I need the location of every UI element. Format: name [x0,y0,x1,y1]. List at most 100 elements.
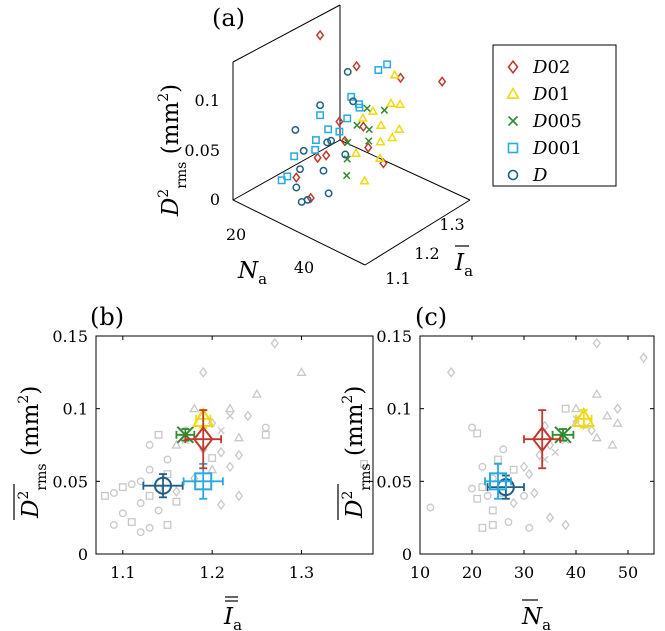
panel-a-point-d01 [394,99,406,109]
panel-c-xtick-label: 40 [566,563,586,582]
panel-a-point-d [316,101,325,110]
panel-c-grey-point [468,423,476,432]
panel-b-marks [100,337,369,537]
panel-a-point-d005 [363,104,371,113]
panel-a-point-d01 [394,123,405,133]
panel-b-grey-point [189,403,200,413]
panel-a-point-d01 [359,175,370,185]
panel-c-mean-d01 [572,407,596,428]
panel-b-grey-point [154,430,163,439]
legend-box [492,44,617,187]
panel-c-mean-d02 [531,425,553,453]
panel-c-grey-point [473,494,482,503]
panel-b-ytick-label: 0.15 [52,327,88,346]
panel-b-mean-d02 [192,425,214,453]
panel-a-point-d005 [343,138,352,147]
panel-c-grey-point [561,519,570,531]
panel-a-point-d [299,146,308,155]
panel-c-grey-point [551,448,559,457]
panel-b-ylabel: D2rms (mm2) [13,386,50,520]
legend-marker-d [507,169,519,181]
panel-c-ylabel: D2rms (mm2) [337,386,374,520]
panel-c-ytick-label: 0.15 [376,327,412,346]
panel-a-point-d [296,165,304,174]
legend-label-d: D [532,165,548,186]
panel-c-grey-point [602,410,613,420]
panel-c-grey-point [468,484,476,493]
panel-b-grey-point [360,459,369,468]
panel-c-ytick-label: 0.05 [376,472,412,491]
panel-b-grey-point [136,499,145,508]
panel-b-xtick-label: 1.1 [110,563,135,582]
panel-b-grey-point [145,523,154,532]
panel-a-point-d [324,189,333,198]
panel-b-grey-point [171,439,182,449]
panel-b-mean-d [154,476,173,495]
panel-c-xtick-label: 50 [618,563,638,582]
panel-a-point-d001 [277,176,286,185]
panel-c-axes-box [419,335,655,555]
panel-a-point-d [343,67,352,76]
panel-b-grey-point [136,528,145,537]
panel-a-xtick-1: 40 [294,258,314,277]
panel-b-grey-point [109,520,118,529]
panel-a-point-d005 [364,137,373,145]
panel-c-grey-point [488,506,497,515]
panel-b-grey-point [243,410,253,422]
svg-text:D2rms (mm2): D2rms (mm2) [340,386,374,519]
panel-a-point-d02 [364,142,373,153]
panel-b-grey-point [127,518,136,526]
panel-c-grey-point [591,388,602,398]
panel-b-xtick-label: 1.2 [199,563,224,582]
panel-a-point-d [327,136,336,145]
panel-a-ylabel: Ia [454,245,473,280]
panel-c-xtick-label: 20 [462,563,482,582]
panel-c-mean-d005 [554,426,572,444]
panel-b-grey-point [172,486,181,497]
panel-c-grey-point [520,491,528,500]
panel-a-point-d005 [342,171,351,180]
panel-b-xlabel: Ia [223,596,242,631]
panel-a-box [232,4,471,266]
panel-a-label: (a) [212,4,245,32]
panel-c: (c) 10 20 30 40 50 0 0.05 0.1 0.15 D2rms (mm2) N… [337,303,655,631]
panel-a-point-d02 [315,29,325,41]
panel-b-grey-point [233,432,245,442]
panel-a-floor-back-edges [232,139,471,201]
panel-b-grey-point [217,426,225,435]
panel-a-xlabel: Na [237,258,267,288]
panel-c-grey-point [591,432,602,442]
panel-a-point-d [291,125,300,134]
panel-c-grey-point [639,352,648,364]
panel-a-point-d005 [343,155,351,163]
panel-a-point-d01 [357,112,368,122]
panel-c-grey-point [473,429,482,438]
panel-a-point-d001 [324,125,333,134]
panel-c-grey-point [530,487,539,499]
legend-marker-d001 [507,142,519,154]
panel-a-point-d001 [347,92,356,101]
panel-b-grey-point [109,489,118,497]
panel-c-grey-point [483,491,492,500]
panel-b-grey-point [207,464,218,474]
panel-a-ztick-1: 0.05 [184,141,220,160]
panel-a-point-d [319,166,328,175]
panel-c-grey-point [494,455,502,464]
panel-a-point-d02 [335,116,344,128]
panel-b-xtick-label: 1.3 [289,563,314,582]
panel-c-grey-point [570,403,582,413]
panel-a-point-d001 [374,66,383,74]
panel-b-grey-point [118,509,127,518]
panel-a-ztick-2: 0.1 [195,91,220,110]
panel-b-grey-point [172,497,181,506]
panel-a-xtick-0: 20 [226,225,246,244]
panel-c-ytick-label: 0 [402,545,412,564]
svg-text:D2rms (mm2): D2rms (mm2) [16,386,50,519]
panel-a-ytick-2: 1.3 [439,215,464,234]
svg-text:Ia: Ia [454,250,473,280]
panel-c-ticks: 10 20 30 40 50 0 0.05 0.1 0.15 [376,327,654,582]
panel-c-grey-point [545,512,555,524]
panel-b-axes-box [95,335,374,555]
panel-c-grey-point [519,461,529,473]
